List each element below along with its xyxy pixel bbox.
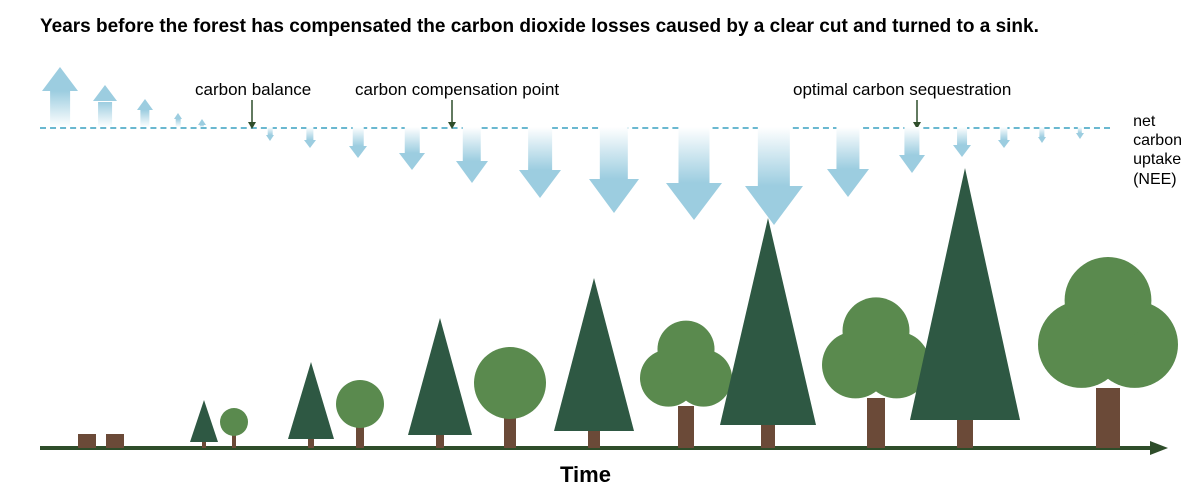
flux-arrow	[953, 127, 971, 157]
flux-arrow	[666, 127, 722, 221]
flux-arrow	[174, 113, 182, 127]
stump-icon	[78, 434, 96, 448]
conifer-tree-icon	[190, 400, 218, 448]
flux-arrow	[745, 127, 804, 225]
diagram-title: Years before the forest has compensated …	[40, 16, 1039, 38]
deciduous-tree-icon	[474, 342, 546, 448]
flux-arrow	[42, 67, 78, 127]
conifer-tree-icon	[720, 218, 816, 448]
annotation-optimal-seq: optimal carbon sequestration	[793, 80, 1011, 100]
conifer-tree-icon	[910, 168, 1020, 448]
flux-arrow	[588, 127, 640, 213]
flux-arrow	[137, 99, 154, 127]
flux-arrow	[92, 85, 117, 127]
conifer-tree-icon	[408, 318, 472, 448]
flux-arrow	[1037, 127, 1047, 143]
flux-arrow	[303, 127, 316, 149]
flux-arrow	[1076, 127, 1084, 139]
flux-arrow	[898, 127, 926, 173]
flux-arrow	[198, 119, 206, 127]
deciduous-tree-icon	[336, 376, 384, 448]
flux-arrow	[827, 127, 869, 197]
annotation-carbon-balance: carbon balance	[195, 80, 311, 100]
flux-arrow	[399, 127, 425, 171]
tree-crown-icon	[640, 316, 732, 413]
annotation-compensation-point: carbon compensation point	[355, 80, 559, 100]
flux-arrow	[518, 127, 561, 199]
flux-arrow	[997, 127, 1010, 149]
conifer-tree-icon	[288, 362, 334, 448]
tree-crown-icon	[336, 380, 384, 428]
tree-crown-icon	[474, 347, 546, 419]
deciduous-tree-icon	[220, 406, 248, 448]
conifer-tree-icon	[554, 278, 634, 448]
infographic-stage: Years before the forest has compensated …	[0, 0, 1200, 503]
pointer-arrow-icon	[445, 100, 459, 130]
nee-label: netcarbonuptake(NEE)	[1133, 112, 1182, 189]
flux-arrow	[266, 127, 274, 141]
deciduous-tree-icon	[640, 314, 732, 448]
deciduous-tree-icon	[1038, 248, 1178, 448]
pointer-arrow-icon	[910, 100, 924, 130]
pointer-arrow-icon	[245, 100, 259, 130]
flux-arrow	[348, 127, 367, 159]
flux-arrow	[455, 127, 489, 183]
stump-icon	[106, 434, 124, 448]
tree-crown-icon	[1038, 250, 1178, 397]
carbon-baseline	[40, 127, 1110, 129]
tree-crown-icon	[220, 408, 248, 436]
time-axis-label: Time	[560, 462, 611, 488]
